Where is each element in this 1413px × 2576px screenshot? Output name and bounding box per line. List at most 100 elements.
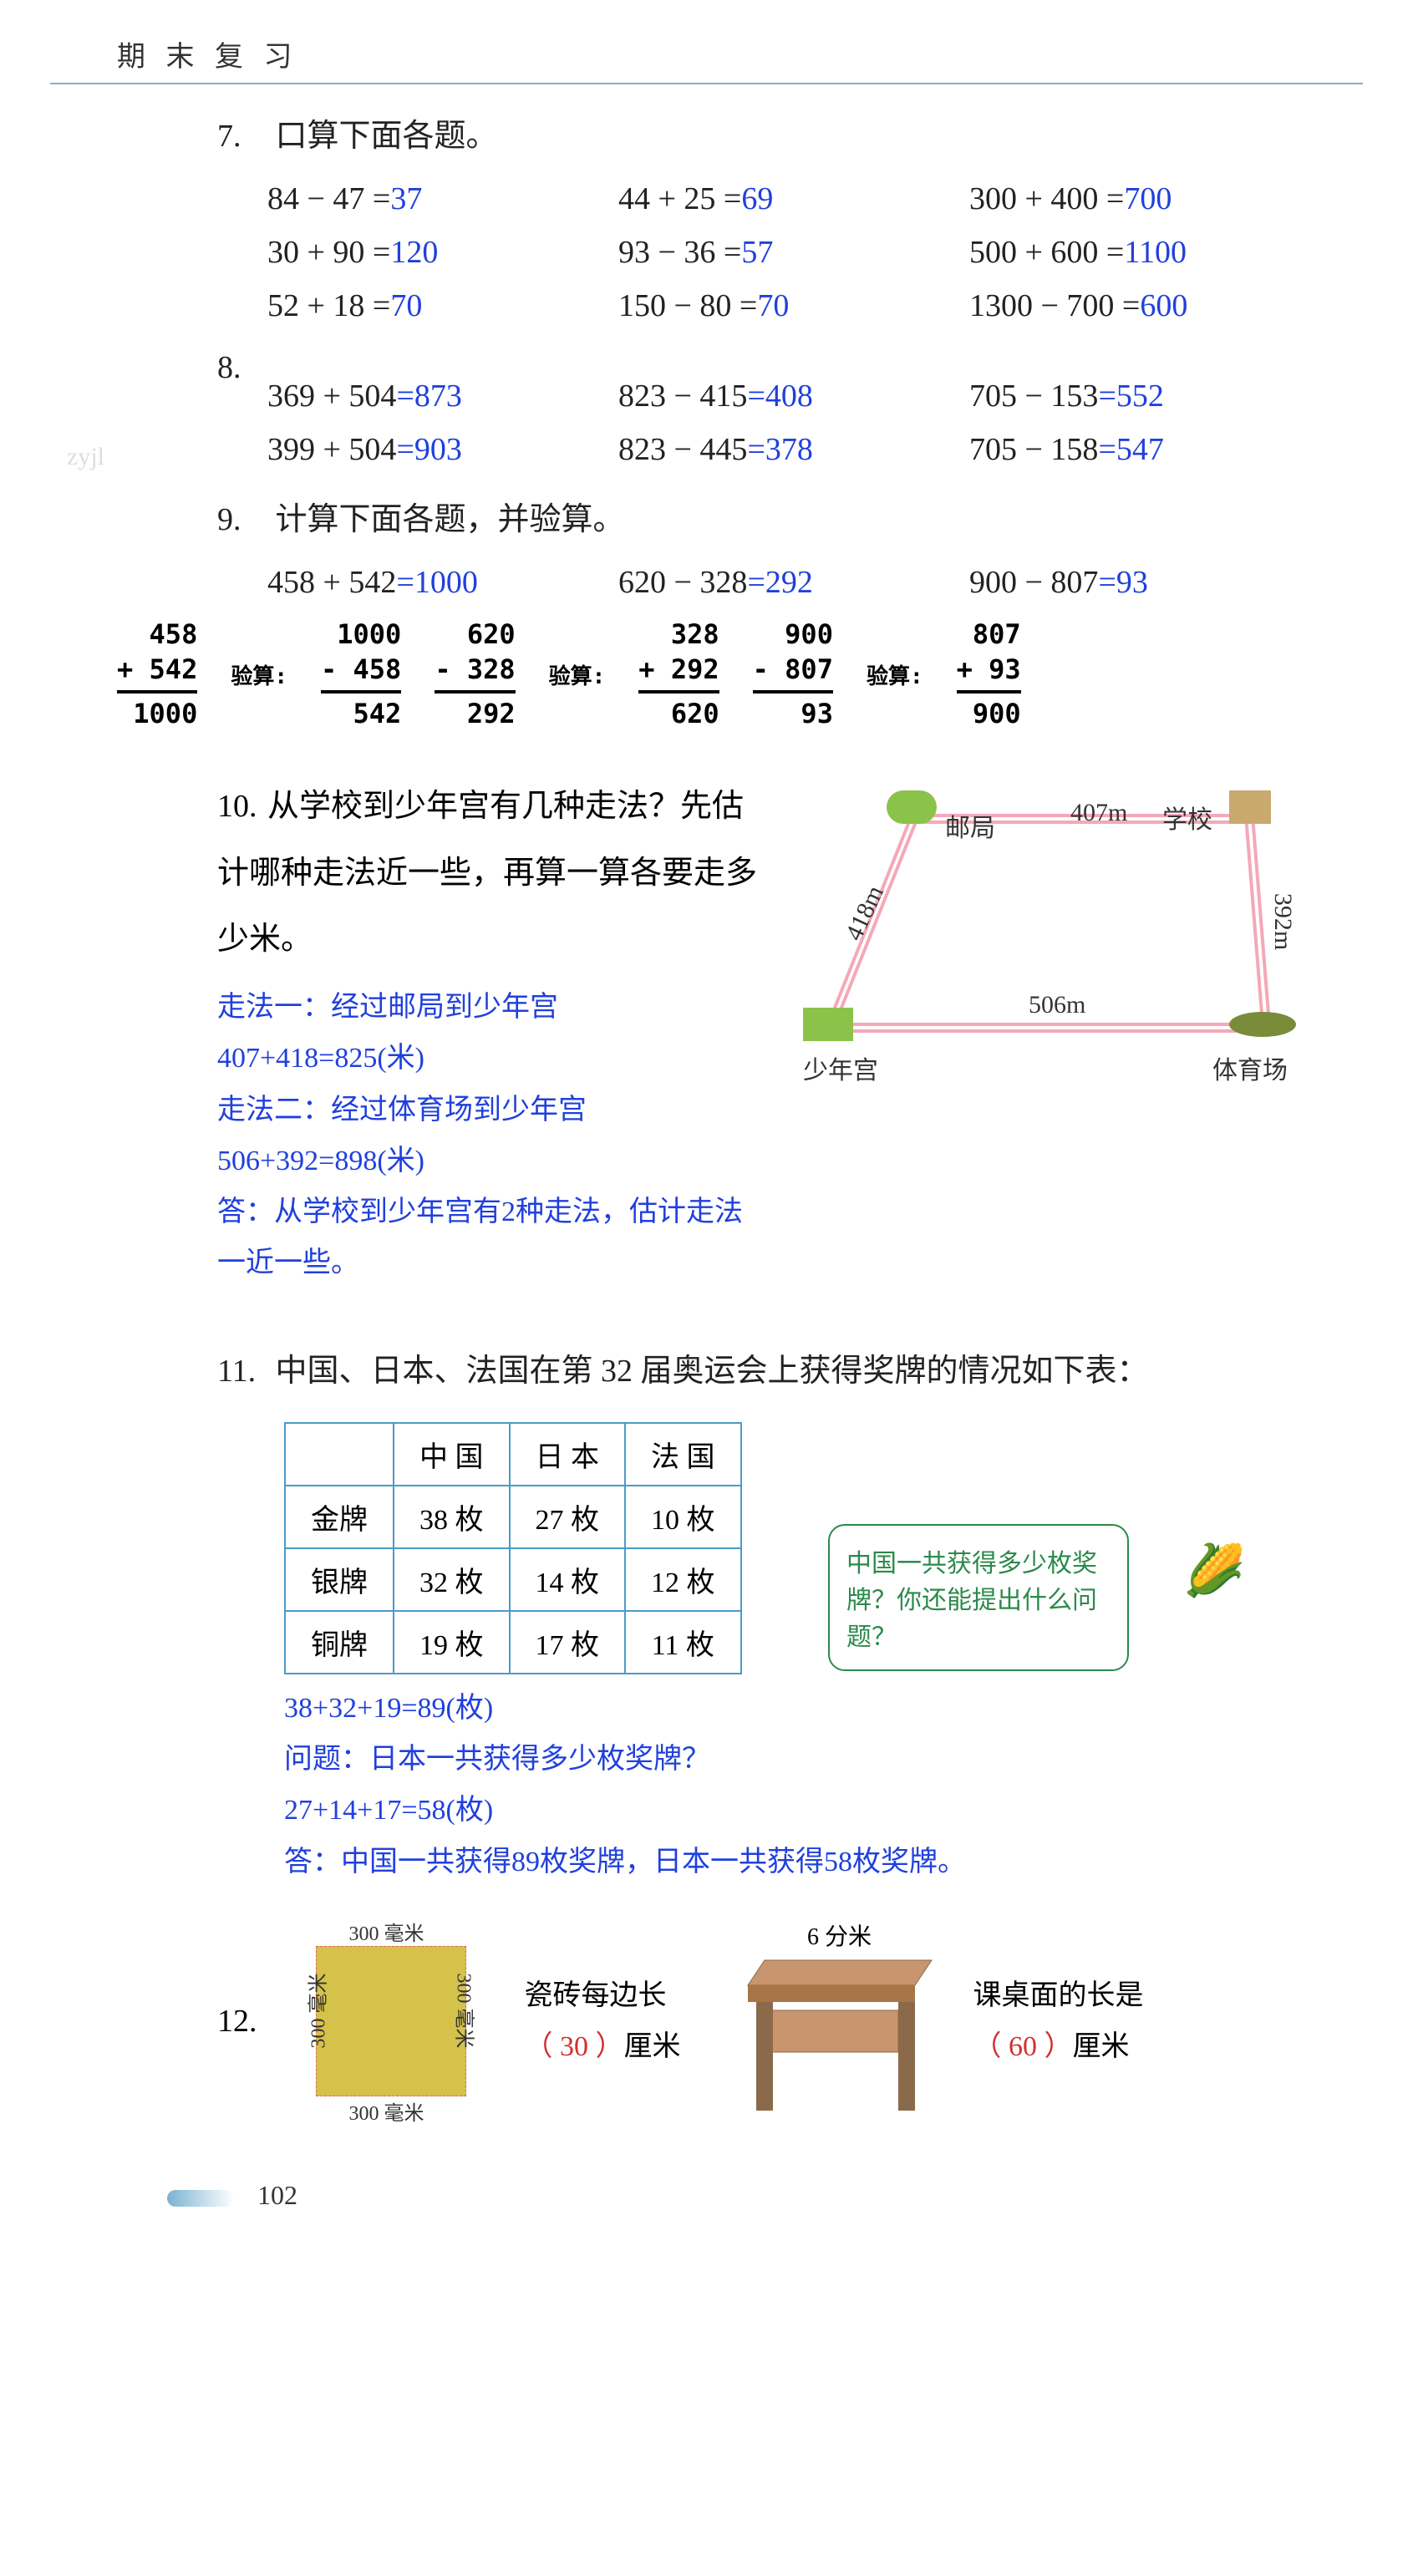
table-cell: 银牌: [285, 1548, 394, 1611]
table-cell: 17 枚: [510, 1611, 626, 1674]
verify-label: 验算:: [549, 659, 606, 690]
table-row: 银牌 32 枚 14 枚 12 枚: [285, 1548, 741, 1611]
equation: 300 + 400 =700: [969, 180, 1320, 217]
desk-dim: 6 分米: [731, 1918, 948, 1952]
equation: 620 − 328=292: [618, 564, 969, 601]
tile-icon: [316, 1946, 466, 2096]
eq-row: 369 + 504=873 823 − 415=408 705 − 153=55…: [267, 378, 1363, 414]
desk-answer: （ 60 ）: [973, 2031, 1073, 2062]
table-cell: 19 枚: [394, 1611, 510, 1674]
answer: 120: [390, 235, 438, 270]
answer: 70: [757, 288, 789, 323]
answer: 69: [741, 181, 773, 216]
table-cell: 38 枚: [394, 1486, 510, 1548]
eq-row: 458 + 542=1000 620 − 328=292 900 − 807=9…: [267, 564, 1363, 601]
equation: 823 − 415=408: [618, 378, 969, 414]
answer: 1100: [1124, 235, 1187, 270]
tile-dim-right: 300 毫米: [451, 1973, 480, 2048]
table-cell: [285, 1423, 394, 1486]
question-11: 11. 中国、日本、法国在第 32 届奥运会上获得奖牌的情况如下表：: [217, 1339, 1363, 1405]
answer: =873: [396, 379, 461, 414]
answer: 57: [741, 235, 773, 270]
answer: 600: [1140, 288, 1187, 323]
distance-label: 392m: [1268, 893, 1297, 950]
answer: 700: [1124, 181, 1172, 216]
stadium-label: 体育场: [1212, 1049, 1288, 1086]
equation: 30 + 90 =120: [267, 234, 618, 271]
eq-row: 84 − 47 =37 44 + 25 =69 300 + 400 =700: [267, 180, 1363, 217]
table-row: 铜牌 19 枚 17 枚 11 枚: [285, 1611, 741, 1674]
equation: 93 − 36 =57: [618, 234, 969, 271]
eq-row: 52 + 18 =70 150 − 80 =70 1300 − 700 =600: [267, 287, 1363, 324]
equation: 150 − 80 =70: [618, 287, 969, 324]
table-cell: 11 枚: [625, 1611, 741, 1674]
equation: 44 + 25 =69: [618, 180, 969, 217]
equation: 705 − 153=552: [969, 378, 1320, 414]
table-cell: 27 枚: [510, 1486, 626, 1548]
table-cell: 32 枚: [394, 1548, 510, 1611]
equation: 52 + 18 =70: [267, 287, 618, 324]
answer: =1000: [396, 565, 477, 600]
q9-title: 计算下面各题，并验算。: [276, 502, 625, 537]
q10-answer: 走法一：经过邮局到少年宫 407+418=825(米) 走法二：经过体育场到少年…: [217, 982, 761, 1288]
speech-bubble: 中国一共获得多少枚奖牌？你还能提出什么问题？: [828, 1524, 1129, 1671]
tile-text: 瓷砖每边长 （ 30 ）厘米: [525, 1970, 681, 2072]
equation: 705 − 158=547: [969, 431, 1320, 468]
eq-row: 399 + 504=903 823 − 445=378 705 − 158=54…: [267, 431, 1363, 468]
q7-number: 7.: [217, 118, 267, 155]
equation: 458 + 542=1000: [267, 564, 618, 601]
equation: 84 − 47 =37: [267, 180, 618, 217]
school-label: 学校: [1162, 799, 1212, 836]
q11-text: 中国、日本、法国在第 32 届奥运会上获得奖牌的情况如下表：: [276, 1354, 1149, 1389]
distance-label: 506m: [1029, 991, 1085, 1019]
calc-col: 900- 80793: [753, 617, 833, 732]
question-10: 10.从学校到少年宫有几种走法？先估计哪种走法近一些，再算一算各要走多少米。 走…: [217, 774, 1363, 1289]
tile-dim-left: 300 毫米: [301, 1973, 330, 2048]
tile-answer: （ 30 ）: [525, 2031, 624, 2062]
corn-mascot-icon: 🌽: [1183, 1541, 1246, 1600]
equation: 823 − 445=378: [618, 431, 969, 468]
q8-equations: 369 + 504=873 823 − 415=408 705 − 153=55…: [267, 378, 1363, 468]
calc-col: 1000- 458542: [321, 617, 401, 732]
answer: =292: [747, 565, 812, 600]
answer: =93: [1098, 565, 1147, 600]
question-7: 7. 口算下面各题。: [217, 109, 1363, 155]
answer: 37: [390, 181, 422, 216]
q9-equations: 458 + 542=1000 620 − 328=292 900 − 807=9…: [267, 564, 1363, 601]
table-cell: 法 国: [625, 1423, 741, 1486]
q11-number: 11.: [217, 1339, 267, 1405]
q8-number: 8.: [217, 349, 267, 386]
q12-number: 12.: [217, 2003, 257, 2040]
equation: 500 + 600 =1100: [969, 234, 1320, 271]
table-cell: 金牌: [285, 1486, 394, 1548]
route-diagram: 邮局 407m 学校 418m 392m 506m 少年宫 体育场: [778, 774, 1363, 1091]
q7-title: 口算下面各题。: [276, 119, 498, 154]
watermark: zyjl: [67, 443, 104, 471]
equation: 369 + 504=873: [267, 378, 618, 414]
q7-equations: 84 − 47 =37 44 + 25 =69 300 + 400 =700 3…: [267, 180, 1363, 324]
post-office-label: 邮局: [945, 807, 995, 844]
equation: 1300 − 700 =600: [969, 287, 1320, 324]
table-row: 金牌 38 枚 27 枚 10 枚: [285, 1486, 741, 1548]
q10-number: 10.: [217, 774, 267, 841]
tile-dim-bottom: 300 毫米: [349, 2096, 424, 2126]
answer: =552: [1098, 379, 1163, 414]
table-cell: 12 枚: [625, 1548, 741, 1611]
medal-table: 中 国 日 本 法 国 金牌 38 枚 27 枚 10 枚 银牌 32 枚 14…: [284, 1422, 742, 1674]
answer: =547: [1098, 432, 1163, 467]
distance-label: 407m: [1070, 799, 1127, 827]
tile-dim-top: 300 毫米: [349, 1917, 424, 1946]
equation: 900 − 807=93: [969, 564, 1320, 601]
answer: =903: [396, 432, 461, 467]
answer: =408: [747, 379, 812, 414]
question-9: 9. 计算下面各题，并验算。: [217, 493, 1363, 539]
calc-col: 458+ 5421000: [117, 617, 197, 732]
verify-label: 验算:: [867, 659, 923, 690]
page-badge-icon: [167, 2190, 234, 2207]
answer: =378: [747, 432, 812, 467]
calc-col: 620- 328292: [435, 617, 515, 732]
table-cell: 14 枚: [510, 1548, 626, 1611]
table-row: 中 国 日 本 法 国: [285, 1423, 741, 1486]
table-cell: 10 枚: [625, 1486, 741, 1548]
page-number: 102: [167, 2180, 1363, 2211]
